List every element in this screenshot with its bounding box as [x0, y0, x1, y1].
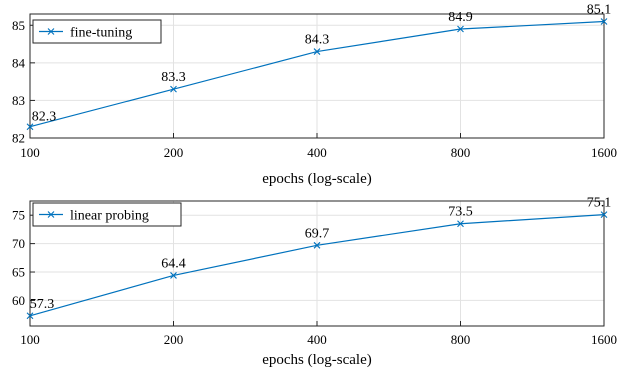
y-tick-label: 75 [12, 208, 25, 223]
x-tick-label: 800 [451, 332, 471, 347]
x-axis-label: epochs (log-scale) [262, 171, 372, 187]
x-tick-label: 400 [307, 332, 327, 347]
data-point-marker [600, 211, 608, 219]
data-label: 83.3 [161, 70, 186, 85]
data-label: 75.1 [587, 196, 612, 211]
data-label: 57.3 [30, 297, 55, 312]
x-tick-label: 100 [20, 332, 40, 347]
legend: linear probing [32, 202, 182, 227]
data-label: 82.3 [32, 110, 57, 125]
chart-1: 100 200 400 800 1600 82 83 84 85 epochs (log-scal… [12, 3, 617, 187]
data-point-marker [313, 241, 321, 249]
x-tick-label: 100 [20, 145, 40, 160]
data-label: 84.9 [448, 10, 473, 25]
y-tick-label: 84 [12, 55, 26, 70]
x-tick-label: 200 [164, 332, 184, 347]
legend-box [32, 202, 182, 227]
data-label: 84.3 [305, 33, 330, 48]
data-label: 85.1 [587, 3, 612, 18]
y-tick-label: 85 [12, 18, 25, 33]
y-tick-label: 83 [12, 93, 25, 108]
legend-marker [47, 211, 55, 218]
y-tick-label: 70 [12, 236, 25, 251]
x-axis-label: epochs (log-scale) [262, 352, 372, 368]
legend-marker [47, 28, 55, 35]
x-tick-label: 800 [451, 145, 471, 160]
x-tick-label: 200 [164, 145, 184, 160]
data-point-marker [170, 272, 177, 279]
data-label: 69.7 [305, 226, 330, 241]
chart-2: 100 200 400 800 1600 60 65 70 75 epochs (log-scal… [12, 196, 617, 368]
legend-entry: linear probing [70, 209, 149, 224]
legend-entry: fine-tuning [70, 26, 132, 41]
x-tick-label: 1600 [591, 145, 617, 160]
y-tick-label: 82 [12, 131, 25, 146]
legend: fine-tuning [32, 19, 162, 44]
data-label: 73.5 [448, 205, 473, 220]
data-point-marker [600, 18, 608, 25]
y-tick-label: 60 [12, 293, 25, 308]
data-point-marker [170, 85, 177, 93]
x-tick-label: 400 [307, 145, 327, 160]
data-point-marker [313, 48, 321, 55]
y-tick-label: 65 [12, 265, 25, 280]
data-point-marker [26, 312, 34, 320]
data-label: 64.4 [161, 256, 186, 271]
data-point-marker [457, 220, 464, 228]
data-point-marker [457, 25, 464, 33]
legend-box [32, 19, 162, 44]
x-tick-label: 1600 [591, 332, 617, 347]
data-point-marker [26, 123, 34, 131]
